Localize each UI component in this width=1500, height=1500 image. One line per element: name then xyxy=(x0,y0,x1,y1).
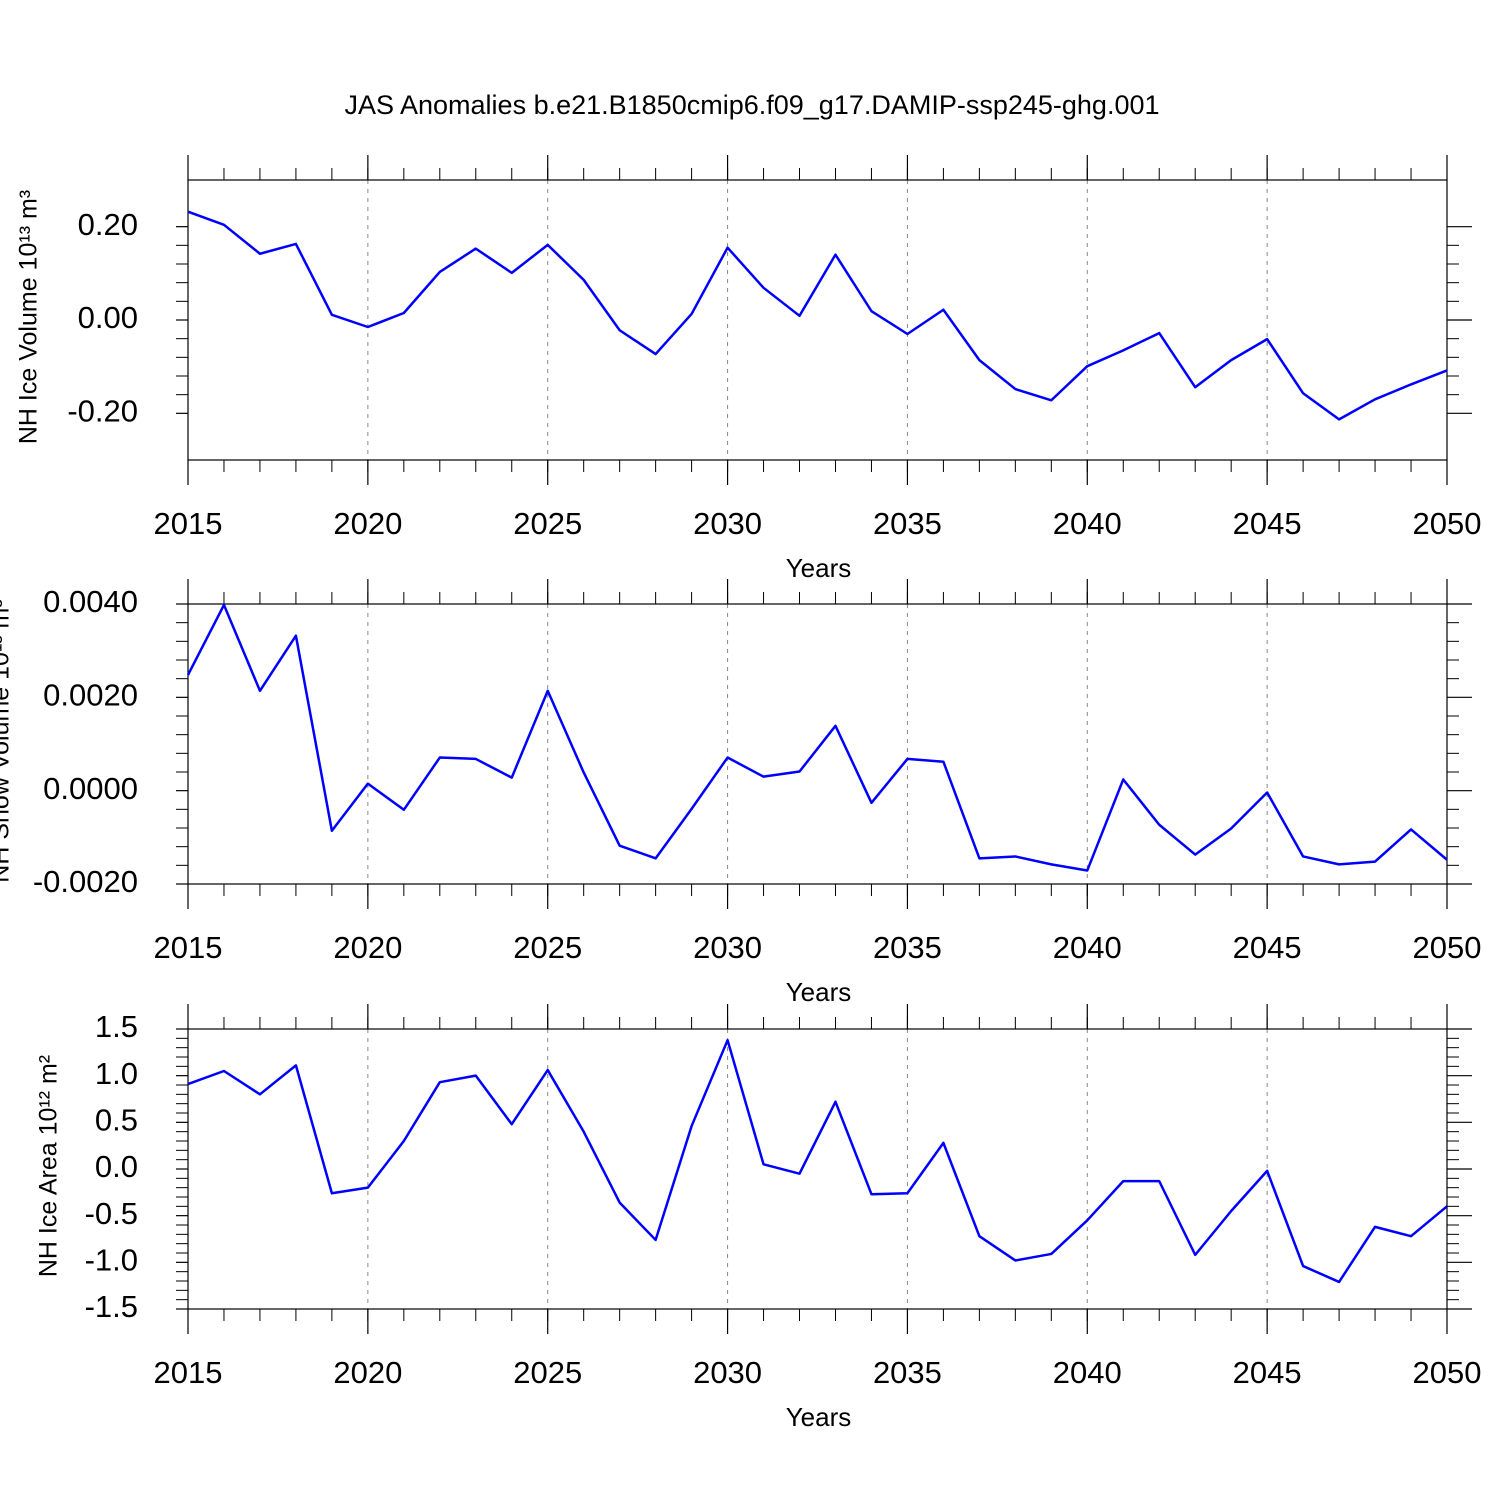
x-tick-label: 2050 xyxy=(1413,930,1482,965)
y-tick-label: 0.0040 xyxy=(43,584,138,619)
x-tick-label: 2030 xyxy=(693,506,762,541)
y-tick-label: 0.0020 xyxy=(43,678,138,713)
x-tick-label: 2050 xyxy=(1413,506,1482,541)
chart-title: JAS Anomalies b.e21.B1850cmip6.f09_g17.D… xyxy=(344,90,1159,120)
y-tick-label: -0.0020 xyxy=(33,864,138,899)
y-tick-label: -1.0 xyxy=(85,1243,138,1278)
x-tick-label: 2025 xyxy=(513,1355,582,1390)
x-tick-label: 2040 xyxy=(1053,506,1122,541)
x-axis-label: Years xyxy=(786,977,852,1007)
x-tick-label: 2015 xyxy=(154,1355,223,1390)
x-tick-label: 2030 xyxy=(693,1355,762,1390)
y-tick-label: -0.5 xyxy=(85,1196,138,1231)
x-tick-label: 2045 xyxy=(1233,930,1302,965)
x-tick-label: 2045 xyxy=(1233,1355,1302,1390)
x-tick-label: 2050 xyxy=(1413,1355,1482,1390)
x-tick-label: 2040 xyxy=(1053,930,1122,965)
x-tick-label: 2020 xyxy=(333,1355,402,1390)
y-tick-label: 1.0 xyxy=(95,1056,138,1091)
x-tick-label: 2020 xyxy=(333,930,402,965)
y-axis-label: NH Ice Volume 10¹³ m³ xyxy=(15,190,43,444)
x-tick-label: 2025 xyxy=(513,506,582,541)
plot-frame xyxy=(187,1028,1448,1310)
y-tick-label: 0.20 xyxy=(78,207,138,242)
data-line xyxy=(187,1038,1448,1284)
x-tick-label: 2035 xyxy=(873,1355,942,1390)
x-tick-label: 2015 xyxy=(154,930,223,965)
x-tick-label: 2030 xyxy=(693,930,762,965)
x-tick-label: 2020 xyxy=(333,506,402,541)
y-axis-label: NH Ice Area 10¹² m² xyxy=(35,1055,63,1277)
x-tick-label: 2015 xyxy=(154,506,223,541)
data-line xyxy=(187,210,1448,421)
x-axis-label: Years xyxy=(786,1402,852,1432)
y-tick-label: -1.5 xyxy=(85,1289,138,1324)
y-tick-label: 0.0 xyxy=(95,1149,138,1184)
plot-frame xyxy=(187,603,1448,885)
x-tick-label: 2045 xyxy=(1233,506,1302,541)
y-tick-label: 0.00 xyxy=(78,300,138,335)
x-axis-label: Years xyxy=(786,553,852,583)
x-tick-label: 2035 xyxy=(873,506,942,541)
y-tick-label: -0.20 xyxy=(67,394,138,429)
y-tick-label: 1.5 xyxy=(95,1009,138,1044)
x-tick-label: 2025 xyxy=(513,930,582,965)
y-axis-label: NH Snow Volume 10¹³ m³ xyxy=(0,599,15,882)
data-line xyxy=(186,603,1448,872)
x-tick-label: 2040 xyxy=(1053,1355,1122,1390)
y-tick-label: 0.5 xyxy=(95,1103,138,1138)
plot-frame xyxy=(187,179,1448,461)
x-tick-label: 2035 xyxy=(873,930,942,965)
y-tick-label: 0.0000 xyxy=(43,771,138,806)
